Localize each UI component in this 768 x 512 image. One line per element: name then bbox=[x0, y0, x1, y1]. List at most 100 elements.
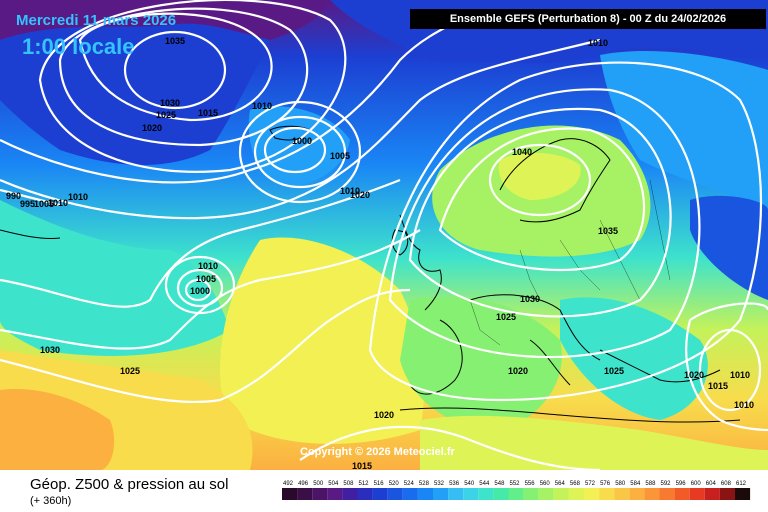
scale-swatch bbox=[735, 488, 751, 500]
isobar-label: 1025 bbox=[496, 312, 516, 322]
isobar-1020-west bbox=[38, 0, 347, 173]
isobar-label: 1010 bbox=[588, 38, 608, 48]
coastline-continent bbox=[469, 294, 601, 361]
isobar-label: 1035 bbox=[165, 36, 185, 46]
scale-label: 544 bbox=[479, 481, 490, 487]
scale-label: 564 bbox=[555, 481, 566, 487]
isobar-1020-europe bbox=[368, 61, 763, 402]
isobar-label: 1040 bbox=[512, 147, 532, 157]
scale-swatch bbox=[312, 488, 328, 500]
coastline-scandinavia bbox=[499, 138, 611, 223]
isobar-label: 1010 bbox=[198, 261, 218, 271]
scale-label: 500 bbox=[313, 481, 324, 487]
zone-cyan-west bbox=[0, 200, 230, 356]
legend-title: Géop. Z500 & pression au sol bbox=[30, 476, 229, 493]
isobar-label: 1020 bbox=[508, 366, 528, 376]
isobar-label: 1020 bbox=[374, 410, 394, 420]
isobar-1025-high bbox=[58, 7, 309, 147]
isobar-label: 1005 bbox=[330, 151, 350, 161]
color-scale: 492 496 500 504 508 512 516 520 524 528 532 536 540 5… bbox=[282, 481, 751, 500]
isobar-1020-atlantic bbox=[0, 178, 401, 308]
isobar-label: 1000 bbox=[292, 136, 312, 146]
scale-swatch bbox=[659, 488, 675, 500]
isobar-label: 1010 bbox=[340, 186, 360, 196]
scale-swatch bbox=[538, 488, 554, 500]
coastline-iberia bbox=[409, 319, 463, 395]
isobar-label: 1010 bbox=[68, 192, 88, 202]
scale-label: 576 bbox=[600, 481, 611, 487]
legend-bar: Géop. Z500 & pression au sol (+ 360h) 49… bbox=[0, 470, 768, 512]
scale-swatch bbox=[614, 488, 630, 500]
scale-label: 512 bbox=[359, 481, 370, 487]
scale-label: 608 bbox=[721, 481, 732, 487]
isobar-1030-europe bbox=[408, 107, 672, 318]
isobar-1035-scandinavia bbox=[438, 127, 645, 272]
isobar-label: 1025 bbox=[604, 366, 624, 376]
scale-swatch bbox=[402, 488, 418, 500]
border-2 bbox=[519, 249, 541, 301]
scale-swatch bbox=[523, 488, 539, 500]
isobar-label: 1025 bbox=[120, 366, 140, 376]
isobar-1010-east bbox=[698, 328, 762, 412]
scale-label: 552 bbox=[510, 481, 521, 487]
isobar-label: 1010 bbox=[730, 370, 750, 380]
border-1 bbox=[469, 299, 501, 346]
zone-yellow-azores bbox=[220, 237, 424, 444]
scale-label: 580 bbox=[615, 481, 626, 487]
scale-label: 508 bbox=[343, 481, 354, 487]
border-5 bbox=[649, 179, 671, 281]
scale-label: 612 bbox=[736, 481, 747, 487]
scale-swatch bbox=[297, 488, 313, 500]
scale-swatch bbox=[433, 488, 449, 500]
scale-label: 516 bbox=[374, 481, 385, 487]
scale-swatch bbox=[478, 488, 494, 500]
isobar-label: 1005 bbox=[34, 199, 54, 209]
scale-label: 584 bbox=[630, 481, 641, 487]
forecast-time: 1:00 locale bbox=[22, 34, 135, 59]
scale-swatch bbox=[448, 488, 464, 500]
isobar-label: 1005 bbox=[196, 274, 216, 284]
scale-swatch bbox=[584, 488, 600, 500]
isobar-990-greenland bbox=[0, 188, 61, 207]
scale-swatch bbox=[327, 488, 343, 500]
scale-swatch bbox=[553, 488, 569, 500]
isobar-label: 1030 bbox=[520, 294, 540, 304]
scale-label: 560 bbox=[540, 481, 551, 487]
isobar-1035-high bbox=[123, 30, 227, 110]
scale-label: 492 bbox=[283, 481, 294, 487]
forecast-date: Mercredi 11 mars 2026 bbox=[16, 12, 177, 29]
isobar-1005-iceland bbox=[253, 115, 347, 189]
isobar-label: 1030 bbox=[40, 345, 60, 355]
legend-subtitle: (+ 360h) bbox=[30, 495, 72, 507]
scale-label: 556 bbox=[525, 481, 536, 487]
isobar-label: 1015 bbox=[708, 381, 728, 391]
isobar-1010-west bbox=[0, 38, 601, 220]
scale-label: 600 bbox=[691, 481, 702, 487]
scale-swatch bbox=[629, 488, 645, 500]
model-run-text: Ensemble GEFS (Perturbation 8) - 00 Z du… bbox=[449, 13, 727, 25]
isobar-1000-iceland bbox=[263, 126, 327, 174]
scale-swatch bbox=[719, 488, 735, 500]
isobar-label: 990 bbox=[6, 191, 21, 201]
isobar-label: 1015 bbox=[352, 461, 372, 470]
scale-swatch bbox=[493, 488, 509, 500]
zone-blue-east bbox=[690, 195, 768, 300]
scale-label: 524 bbox=[404, 481, 415, 487]
isobar-label: 1015 bbox=[198, 108, 218, 118]
isobar-label: 1030 bbox=[160, 98, 180, 108]
scale-label: 588 bbox=[645, 481, 656, 487]
coastline-north-africa bbox=[399, 407, 741, 423]
isobar-label: 1020 bbox=[142, 123, 162, 133]
scale-swatch bbox=[508, 488, 524, 500]
isobar-1010-iceland bbox=[238, 100, 362, 204]
isobar-label: 1020 bbox=[350, 190, 370, 200]
isobar-1030-atlantic bbox=[0, 288, 411, 404]
isobar-1015-west bbox=[0, 19, 461, 184]
isobar-1015-east bbox=[685, 302, 768, 432]
isobar-label: 1000 bbox=[190, 286, 210, 296]
scale-label: 536 bbox=[449, 481, 460, 487]
scale-label: 496 bbox=[298, 481, 309, 487]
zone-yellow-africa bbox=[420, 415, 768, 470]
isobar-label: 1010 bbox=[48, 198, 68, 208]
